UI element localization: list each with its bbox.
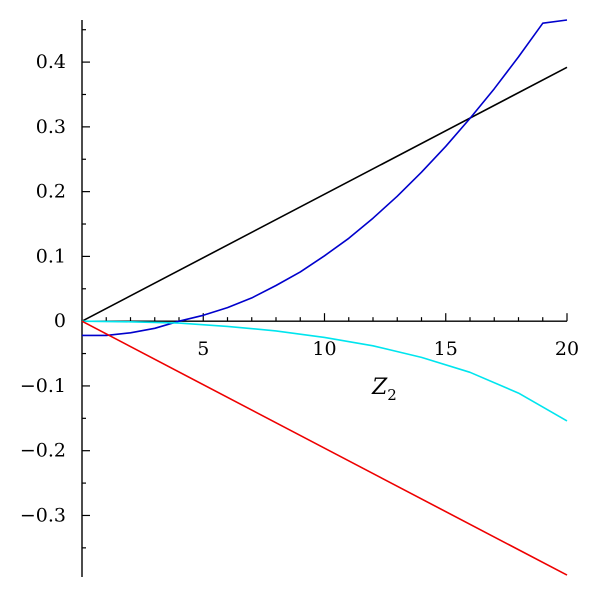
series-lines (81, 19, 568, 576)
x-tick-label: 20 (555, 338, 579, 360)
y-tick-label: −0.2 (20, 440, 66, 462)
tick-labels: 5 10 15 20 0.4 0.3 0.2 0.1 0 −0.1 −0.2 −0.3 (20, 51, 579, 526)
series-blue-curve (82, 19, 568, 337)
x-axis-title-main: Z (371, 375, 388, 400)
y-tick-label: 0.4 (36, 51, 66, 73)
y-tick-label: 0.1 (36, 245, 66, 267)
y-tick-label: 0.3 (36, 116, 66, 138)
y-tick-label: 0 (54, 310, 66, 332)
ticks (82, 29, 568, 549)
series-red-line (81, 320, 568, 576)
series-black-line (81, 66, 568, 322)
x-tick-label: 10 (312, 338, 336, 360)
y-tick-label: −0.3 (20, 504, 66, 526)
x-axis-title: Z2 (371, 375, 397, 404)
series-cyan-curve (81, 320, 568, 422)
x-tick-label: 5 (197, 338, 209, 360)
y-tick-label: −0.1 (20, 375, 66, 397)
axes (81, 20, 567, 577)
x-axis-title-subscript: 2 (387, 386, 397, 404)
y-tick-label: 0.2 (36, 181, 66, 203)
x-tick-label: 15 (434, 338, 458, 360)
